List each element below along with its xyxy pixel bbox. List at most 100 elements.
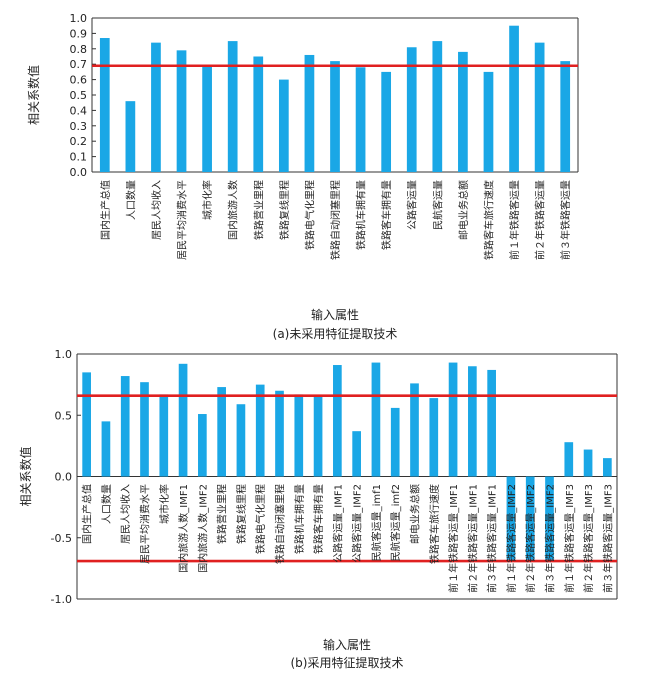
- bar: [381, 71, 392, 172]
- x-axis-title: 输入属性: [323, 637, 371, 652]
- bar: [82, 372, 91, 477]
- bar: [352, 431, 361, 477]
- y-tick-label: 0.5: [70, 89, 88, 102]
- category-label: 铁路客车旅行速度: [482, 180, 495, 260]
- caption: (a)未采用特征提取技术: [273, 326, 398, 341]
- bar: [483, 71, 494, 172]
- category-label: 民航客运量_imf2: [389, 484, 402, 561]
- category-label: 人口数量: [124, 180, 137, 220]
- category-label: 公路客运量_IMF1: [331, 484, 344, 563]
- category-label: 前３年铁路客运量: [559, 180, 572, 260]
- bar: [101, 421, 111, 477]
- bar: [330, 61, 340, 173]
- category-label: 居民平均消费水平: [139, 484, 152, 564]
- category-label: 前１年铁路客运量_IMF3: [563, 484, 576, 593]
- bar: [198, 414, 207, 477]
- bar: [432, 41, 443, 172]
- category-label: 前２年铁路客运量_IMF1: [466, 484, 479, 593]
- bar: [99, 38, 110, 172]
- category-label: 邮电业务总额: [409, 484, 422, 544]
- category-label: 前１年铁路客运量_IMF1: [447, 484, 460, 593]
- bar: [217, 387, 226, 477]
- y-tick-label: 1.0: [70, 12, 88, 25]
- category-label: 铁路客车旅行速度: [428, 484, 441, 564]
- y-axis-title: 相关系数值: [26, 65, 41, 125]
- y-tick-label: 0.6: [70, 74, 88, 87]
- bar: [429, 398, 439, 477]
- bar: [202, 65, 212, 172]
- y-tick-label: -1.0: [51, 593, 72, 606]
- y-tick-label: 0.4: [70, 104, 88, 117]
- category-label: 铁路客车拥有量: [312, 484, 325, 554]
- x-axis-title: 输入属性: [311, 307, 359, 322]
- category-label: 前２年铁路客运量_IMF3: [582, 484, 595, 593]
- category-label: 国内旅游人数: [227, 180, 240, 240]
- y-tick-label: 0.5: [55, 409, 73, 422]
- category-label: 邮电业务总额: [457, 180, 470, 240]
- chart-b: 1.0 0.5 0.0 -0.5 -1.0 国内生产总值 人口数量 居民人均收入 居民平均消费水…: [18, 348, 618, 670]
- category-label: 国内生产总值: [81, 484, 94, 544]
- bar: [125, 101, 136, 172]
- category-label: 居民平均消费水平: [176, 180, 189, 260]
- category-label: 公路客运量: [406, 180, 419, 230]
- bar: [560, 61, 571, 173]
- category-label: 居民人均收入: [119, 484, 132, 544]
- category-label: 铁路营业里程: [216, 484, 229, 544]
- bar: [448, 362, 458, 477]
- bar: [458, 51, 468, 172]
- category-label: 前１年铁路客运量: [508, 180, 521, 260]
- category-label: 铁路机车拥有量: [355, 180, 368, 250]
- category-label: 前３年铁路客运量_IMF2: [544, 484, 557, 593]
- bar: [355, 67, 366, 172]
- category-label: 铁路机车拥有量: [293, 484, 306, 554]
- bar: [406, 47, 417, 173]
- bar: [534, 42, 545, 172]
- bar: [178, 363, 188, 477]
- y-tick-label: 0.7: [70, 58, 88, 71]
- category-label: 前１年铁路客运量_IMF2: [505, 484, 518, 593]
- bar: [468, 366, 477, 477]
- category-label: 铁路营业里程: [252, 180, 265, 240]
- y-tick-label: 0.3: [70, 120, 88, 133]
- bar: [159, 394, 169, 477]
- bar: [255, 384, 265, 477]
- bar: [410, 383, 419, 477]
- bar: [603, 458, 612, 477]
- category-label: 铁路客车拥有量: [380, 180, 393, 250]
- bar: [506, 476, 516, 562]
- category-label: 铁路电气化里程: [303, 180, 316, 250]
- category-label: 铁路复线里程: [278, 180, 291, 240]
- bar: [227, 41, 238, 172]
- bar: [333, 365, 342, 477]
- bar: [487, 369, 496, 477]
- y-tick-label: 0.9: [70, 27, 88, 40]
- category-label: 城市化率: [158, 484, 171, 524]
- bar: [371, 362, 381, 477]
- bar: [294, 394, 304, 477]
- y-tick-label: 0.0: [55, 471, 73, 484]
- bar: [275, 390, 284, 477]
- category-label: 国内生产总值: [99, 180, 112, 240]
- y-axis-title: 相关系数值: [18, 446, 33, 506]
- bar: [583, 449, 593, 477]
- bar: [564, 442, 574, 477]
- bar: [545, 476, 554, 562]
- y-tick-label: 1.0: [55, 348, 73, 361]
- bar: [304, 54, 315, 172]
- bar: [278, 79, 289, 172]
- bar: [253, 56, 264, 172]
- category-label: 民航客运量_imf1: [370, 484, 383, 561]
- bar: [176, 50, 187, 173]
- y-tick-label: 0.8: [70, 43, 88, 56]
- category-label: 铁路自动闭塞里程: [274, 484, 287, 564]
- category-label: 国内旅游人数_IMF1: [177, 484, 190, 573]
- bar: [140, 382, 149, 477]
- category-label: 居民人均收入: [150, 180, 163, 240]
- caption: (b)采用特征提取技术: [291, 655, 404, 670]
- bar: [509, 25, 519, 173]
- category-label: 民航客运量: [431, 180, 444, 230]
- category-label: 铁路复线里程: [235, 484, 248, 544]
- bar: [390, 407, 400, 477]
- bar: [236, 404, 246, 477]
- y-tick-label: 0.0: [70, 166, 88, 179]
